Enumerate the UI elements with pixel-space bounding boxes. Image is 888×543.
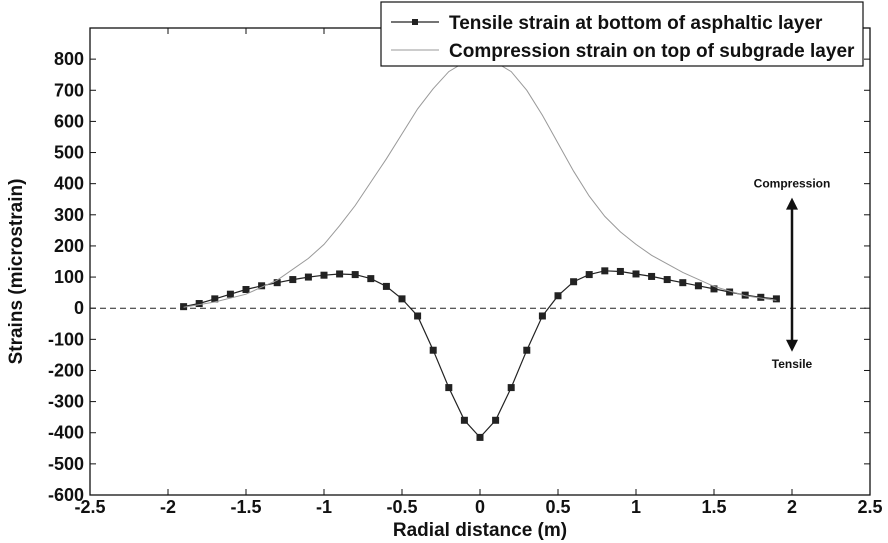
x-tick-label: -1.5 [230,497,261,517]
y-tick-label: 500 [54,143,84,163]
tensile-data-point [523,346,531,354]
tensile-data-point [632,270,640,278]
x-tick-label: -0.5 [386,497,417,517]
y-tick-label: -300 [48,392,84,412]
tensile-data-point [351,271,359,279]
tensile-data-point [398,295,406,303]
y-tick-label: 400 [54,174,84,194]
tensile-data-point [694,282,702,290]
tensile-data-point [320,271,328,279]
tensile-label: Tensile [772,357,813,371]
tensile-data-point [476,433,484,441]
axis-titles: Radial distance (m) Strains (microstrain) [6,179,567,541]
x-tick-label: 0 [475,497,485,517]
axes-layer [89,27,871,496]
tensile-data-point [492,416,500,424]
tensile-data-point [226,290,234,298]
plot-frame [89,27,871,496]
tensile-data-point [336,270,344,278]
tensile-data-point [445,384,453,392]
y-tick-label: -200 [48,360,84,380]
x-tick-label: -2 [160,497,176,517]
tensile-data-point [570,278,578,286]
legend-entry-label: Tensile strain at bottom of asphaltic la… [449,13,823,34]
tensile-data-point [242,286,250,294]
y-tick-label: 100 [54,267,84,287]
tensile-data-point [679,279,687,287]
y-axis-title: Strains (microstrain) [6,179,27,365]
arrow-head-down-icon [786,339,798,352]
x-tick-label: 0.5 [545,497,570,517]
tensile-data-point [648,272,656,280]
legend: Tensile strain at bottom of asphaltic la… [380,1,864,67]
x-tick-label: -2.5 [74,497,105,517]
series-line-compression [183,58,777,308]
x-tick-label: 1 [631,497,641,517]
tensile-data-point [304,273,312,281]
tensile-data-point [289,276,297,284]
tensile-data-point [616,267,624,275]
y-tick-label: 0 [74,298,84,318]
x-tick-label: 1.5 [701,497,726,517]
x-tick-label: 2.5 [857,497,882,517]
y-tick-label: 300 [54,205,84,225]
x-tick-label: -1 [316,497,332,517]
x-tick-label: 2 [787,497,797,517]
arrow-head-up-icon [786,197,798,210]
x-axis-title: Radial distance (m) [393,520,567,541]
series-line-tensile [183,270,777,439]
y-tick-label: -400 [48,423,84,443]
y-tick-label: -500 [48,454,84,474]
compression-label: Compression [754,177,831,191]
tensile-data-point [414,312,422,320]
ticks-layer: -2.5 -2 -1.5 -1 -0.5 0 0.5 1 1.5 2 2.5 -600 -500 -400… [48,28,883,517]
legend-entry-label: Compression strain on top of subgrade la… [449,41,855,62]
y-tick-label: -600 [48,485,84,505]
legend-marker-square-icon [412,19,418,25]
tensile-data-point [772,295,780,303]
y-tick-label: 600 [54,111,84,131]
tensile-data-point [195,300,203,308]
tensile-data-point [601,267,609,275]
tensile-data-point [429,346,437,354]
y-tick-label: 700 [54,80,84,100]
tensile-data-point [460,416,468,424]
annotation-layer: Compression Tensile [754,177,831,372]
tensile-data-point [382,282,390,290]
y-tick-label: 800 [54,49,84,69]
tensile-data-point [585,271,593,279]
data-layer [90,58,870,441]
tensile-data-point [663,276,671,284]
y-tick-label: -100 [48,329,84,349]
y-tick-label: 200 [54,236,84,256]
tensile-data-point [367,275,375,283]
tensile-data-point [554,292,562,300]
tensile-data-point [507,384,515,392]
legend-box [380,1,864,67]
tensile-data-point [538,312,546,320]
